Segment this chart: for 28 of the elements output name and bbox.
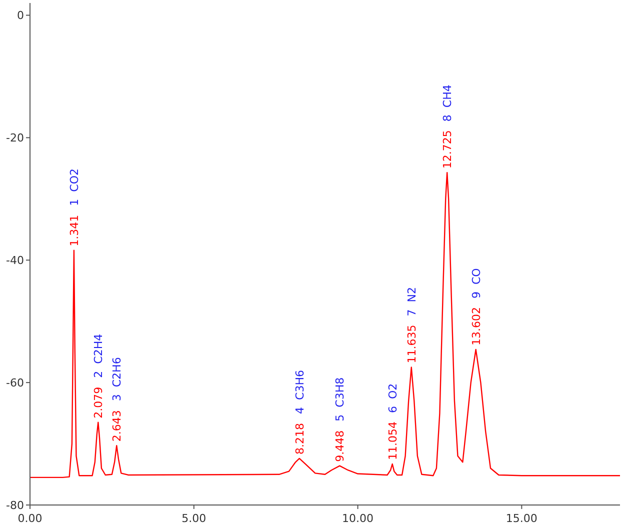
annotation: 2.643 — [110, 410, 124, 442]
annotation: 1 CO2 — [68, 168, 81, 206]
y-tick-label: 0 — [17, 9, 24, 22]
annotation: 2 C2H4 — [92, 334, 106, 378]
annotation: 8.218 — [293, 422, 306, 454]
annotation: 9 CO — [470, 268, 483, 298]
x-tick-label: 0.00 — [18, 512, 42, 525]
annotation: 1.341 — [68, 214, 81, 246]
annotation: 11.635 — [405, 324, 418, 364]
annotation: 4 C3H6 — [293, 370, 306, 414]
x-tick-label: 10.00 — [342, 512, 374, 525]
y-tick-label: -20 — [6, 132, 24, 145]
annotation: 6 O2 — [386, 383, 400, 413]
annotation: 11.054 — [386, 421, 400, 460]
annotation: 8 CH4 — [441, 84, 454, 122]
annotation: 12.725 — [441, 130, 454, 169]
annotation: 3 C2H6 — [110, 357, 124, 402]
x-tick-label: 15.00 — [506, 512, 538, 525]
x-tick-label: 5.00 — [182, 512, 206, 525]
annotation: 5 C3H8 — [334, 377, 347, 422]
y-tick-label: -80 — [6, 498, 24, 512]
y-tick-label: -40 — [6, 254, 24, 267]
annotation: 7 N2 — [405, 287, 418, 316]
y-tick-label: -60 — [6, 376, 24, 390]
annotation: 9.448 — [334, 430, 347, 462]
annotation: 13.602 — [470, 307, 483, 346]
annotation: 2.079 — [92, 386, 106, 418]
line-series — [29, 172, 621, 478]
